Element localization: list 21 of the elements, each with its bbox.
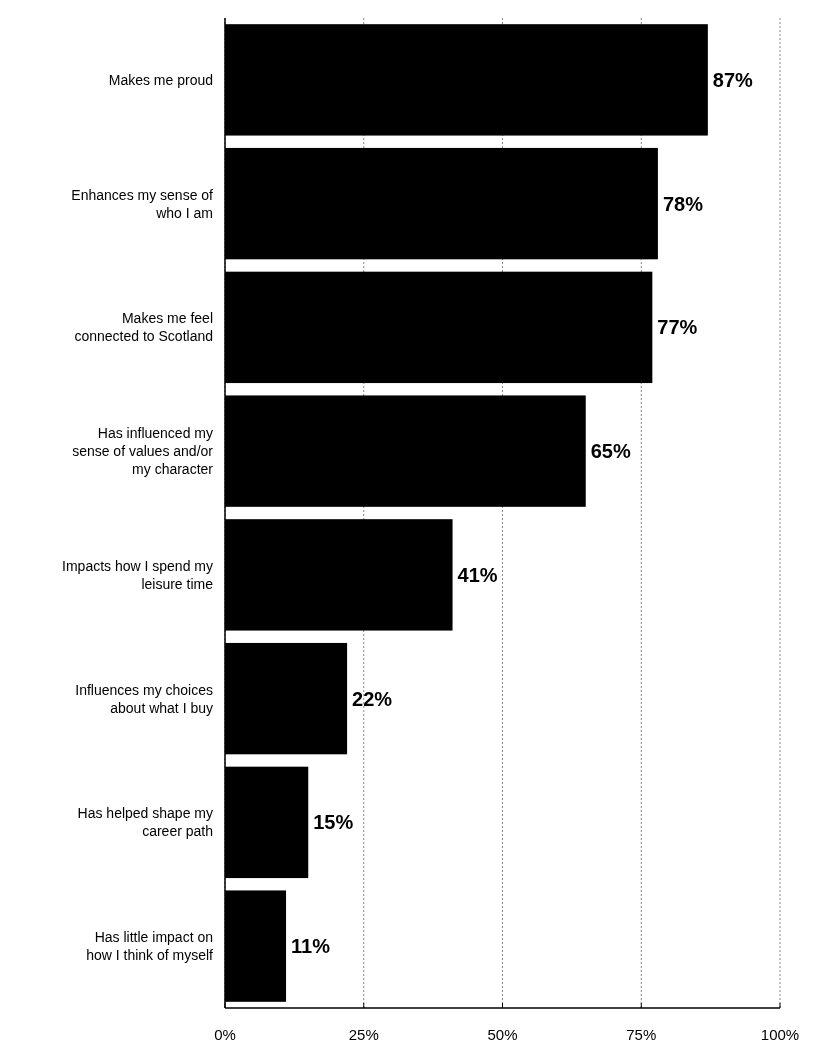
data-label: 15% xyxy=(313,811,354,834)
data-label: 65% xyxy=(590,440,631,463)
y-tick-label: Has influenced my sense of values and/or my character xyxy=(72,425,214,478)
x-tick-label: 75% xyxy=(626,1026,657,1043)
data-label: 87% xyxy=(712,68,754,91)
x-tick-label: 0% xyxy=(214,1026,236,1043)
y-tick-label: Makes me feel connected to Scotland xyxy=(74,310,213,345)
data-label: 22% xyxy=(352,687,393,710)
y-tick-label: Has little impact on how I think of myself xyxy=(86,929,214,964)
x-tick-label: 50% xyxy=(487,1026,518,1043)
x-tick-label: 100% xyxy=(760,1026,800,1043)
y-tick-label: Enhances my sense of who I am xyxy=(71,186,214,221)
x-tick-label: 25% xyxy=(348,1026,379,1043)
y-tick-label: Impacts how I spend my leisure time xyxy=(62,557,214,592)
data-label: 11% xyxy=(291,935,331,958)
y-tick-label: Influences my choices about what I buy xyxy=(75,681,213,716)
y-tick-label: Has helped shape my career path xyxy=(77,805,213,840)
data-label: 41% xyxy=(457,563,498,586)
y-tick-label: Makes me proud xyxy=(108,71,213,88)
data-label: 77% xyxy=(657,316,698,339)
data-label: 78% xyxy=(662,192,704,215)
